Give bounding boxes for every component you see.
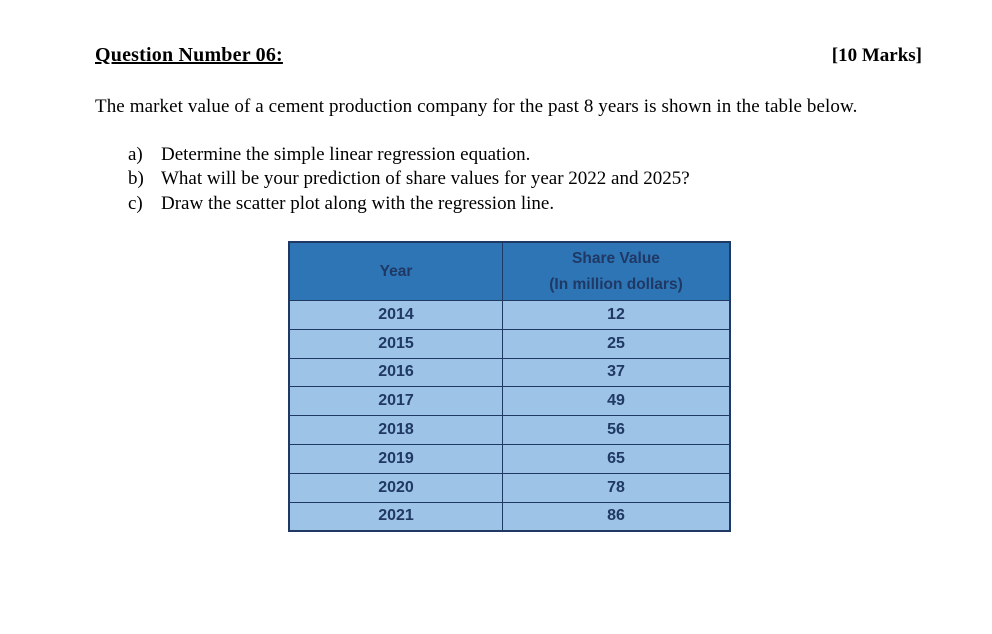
table-row: 2019 65 — [288, 443, 731, 474]
year-cell: 2015 — [288, 328, 503, 359]
question-title: Question Number 06: — [95, 44, 283, 66]
year-column-header: Year — [288, 241, 503, 301]
list-item-marker: a) — [128, 144, 143, 165]
table-header: Year Share Value (In million dollars) — [288, 241, 731, 301]
share-value-table: Year Share Value (In million dollars) 20… — [288, 241, 731, 533]
year-cell: 2017 — [288, 386, 503, 417]
title-row: Question Number 06: [10 Marks] — [95, 44, 922, 67]
table-row: 2014 12 — [288, 300, 731, 330]
table-row: 2017 49 — [288, 386, 731, 417]
share-value-header-line2: (In million dollars) — [549, 275, 683, 293]
list-item-text: Determine the simple linear regression e… — [161, 144, 531, 165]
list-item: c) Draw the scatter plot along with the … — [128, 192, 690, 216]
table-row: 2018 56 — [288, 415, 731, 445]
question-parts-list: a) Determine the simple linear regressio… — [128, 143, 690, 216]
year-cell: 2014 — [288, 300, 503, 330]
marks-label: [10 Marks] — [831, 45, 922, 66]
table-header-row: Year Share Value (In million dollars) — [288, 241, 731, 301]
value-cell: 25 — [502, 328, 731, 359]
value-cell: 86 — [502, 501, 731, 532]
year-cell: 2021 — [288, 501, 503, 532]
value-cell: 78 — [502, 472, 731, 503]
intro-text: The market value of a cement production … — [95, 96, 858, 117]
list-item-marker: b) — [128, 168, 144, 190]
list-item-text: Draw the scatter plot along with the reg… — [161, 192, 555, 214]
table-row: 2015 25 — [288, 328, 731, 359]
value-cell: 56 — [502, 415, 731, 445]
value-cell: 12 — [502, 300, 731, 330]
table-row: 2020 78 — [288, 472, 731, 503]
share-value-column-header: Share Value (In million dollars) — [502, 241, 731, 301]
table-row: 2016 37 — [288, 357, 731, 388]
list-item: b) What will be your prediction of share… — [128, 167, 690, 191]
value-cell: 65 — [502, 443, 731, 474]
table-row: 2021 86 — [288, 501, 731, 532]
year-cell: 2019 — [288, 443, 503, 474]
share-value-header-line1: Share Value — [572, 249, 660, 267]
table-body: 2014 12 2015 25 2016 37 2017 49 2018 56 … — [288, 300, 731, 532]
year-cell: 2016 — [288, 357, 503, 388]
value-cell: 37 — [502, 357, 731, 388]
list-item-marker: c) — [128, 192, 143, 214]
year-cell: 2020 — [288, 472, 503, 503]
value-cell: 49 — [502, 386, 731, 417]
list-item-text: What will be your prediction of share va… — [161, 168, 690, 190]
year-cell: 2018 — [288, 415, 503, 445]
list-item: a) Determine the simple linear regressio… — [128, 143, 690, 167]
